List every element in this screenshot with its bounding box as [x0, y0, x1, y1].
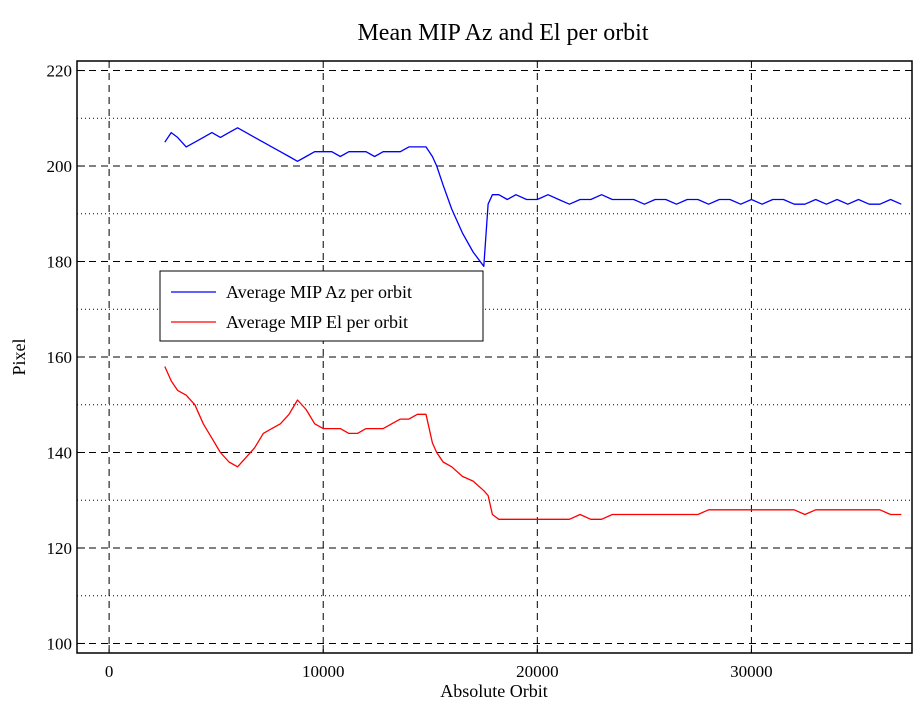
chart-title: Mean MIP Az and El per orbit [357, 20, 648, 46]
legend-label-az: Average MIP Az per orbit [226, 282, 412, 302]
series-line-1 [164, 366, 902, 520]
series-group [164, 127, 902, 520]
legend: Average MIP Az per orbit Average MIP El … [159, 270, 484, 342]
axis-ticks: 0 10000 20000 30000 100 120 140 160 180 200 220 [47, 62, 773, 681]
y-tick-label-1: 120 [47, 539, 73, 558]
x-axis-label: Absolute Orbit [440, 681, 548, 701]
x-tick-label-2: 20000 [516, 662, 559, 681]
grid [77, 61, 912, 653]
y-axis-label: Pixel [9, 338, 29, 375]
x-tick-label-3: 30000 [730, 662, 773, 681]
y-tick-label-0: 100 [47, 634, 73, 653]
y-tick-label-6: 220 [47, 62, 73, 81]
x-tick-label-1: 10000 [302, 662, 345, 681]
y-tick-label-5: 200 [47, 157, 73, 176]
y-tick-label-2: 140 [47, 443, 73, 462]
series-line-0 [164, 127, 902, 267]
legend-label-el: Average MIP El per orbit [226, 312, 408, 332]
legend-box [159, 270, 484, 342]
x-tick-label-0: 0 [105, 662, 114, 681]
y-tick-label-3: 160 [47, 348, 73, 367]
y-tick-label-4: 180 [47, 253, 73, 272]
